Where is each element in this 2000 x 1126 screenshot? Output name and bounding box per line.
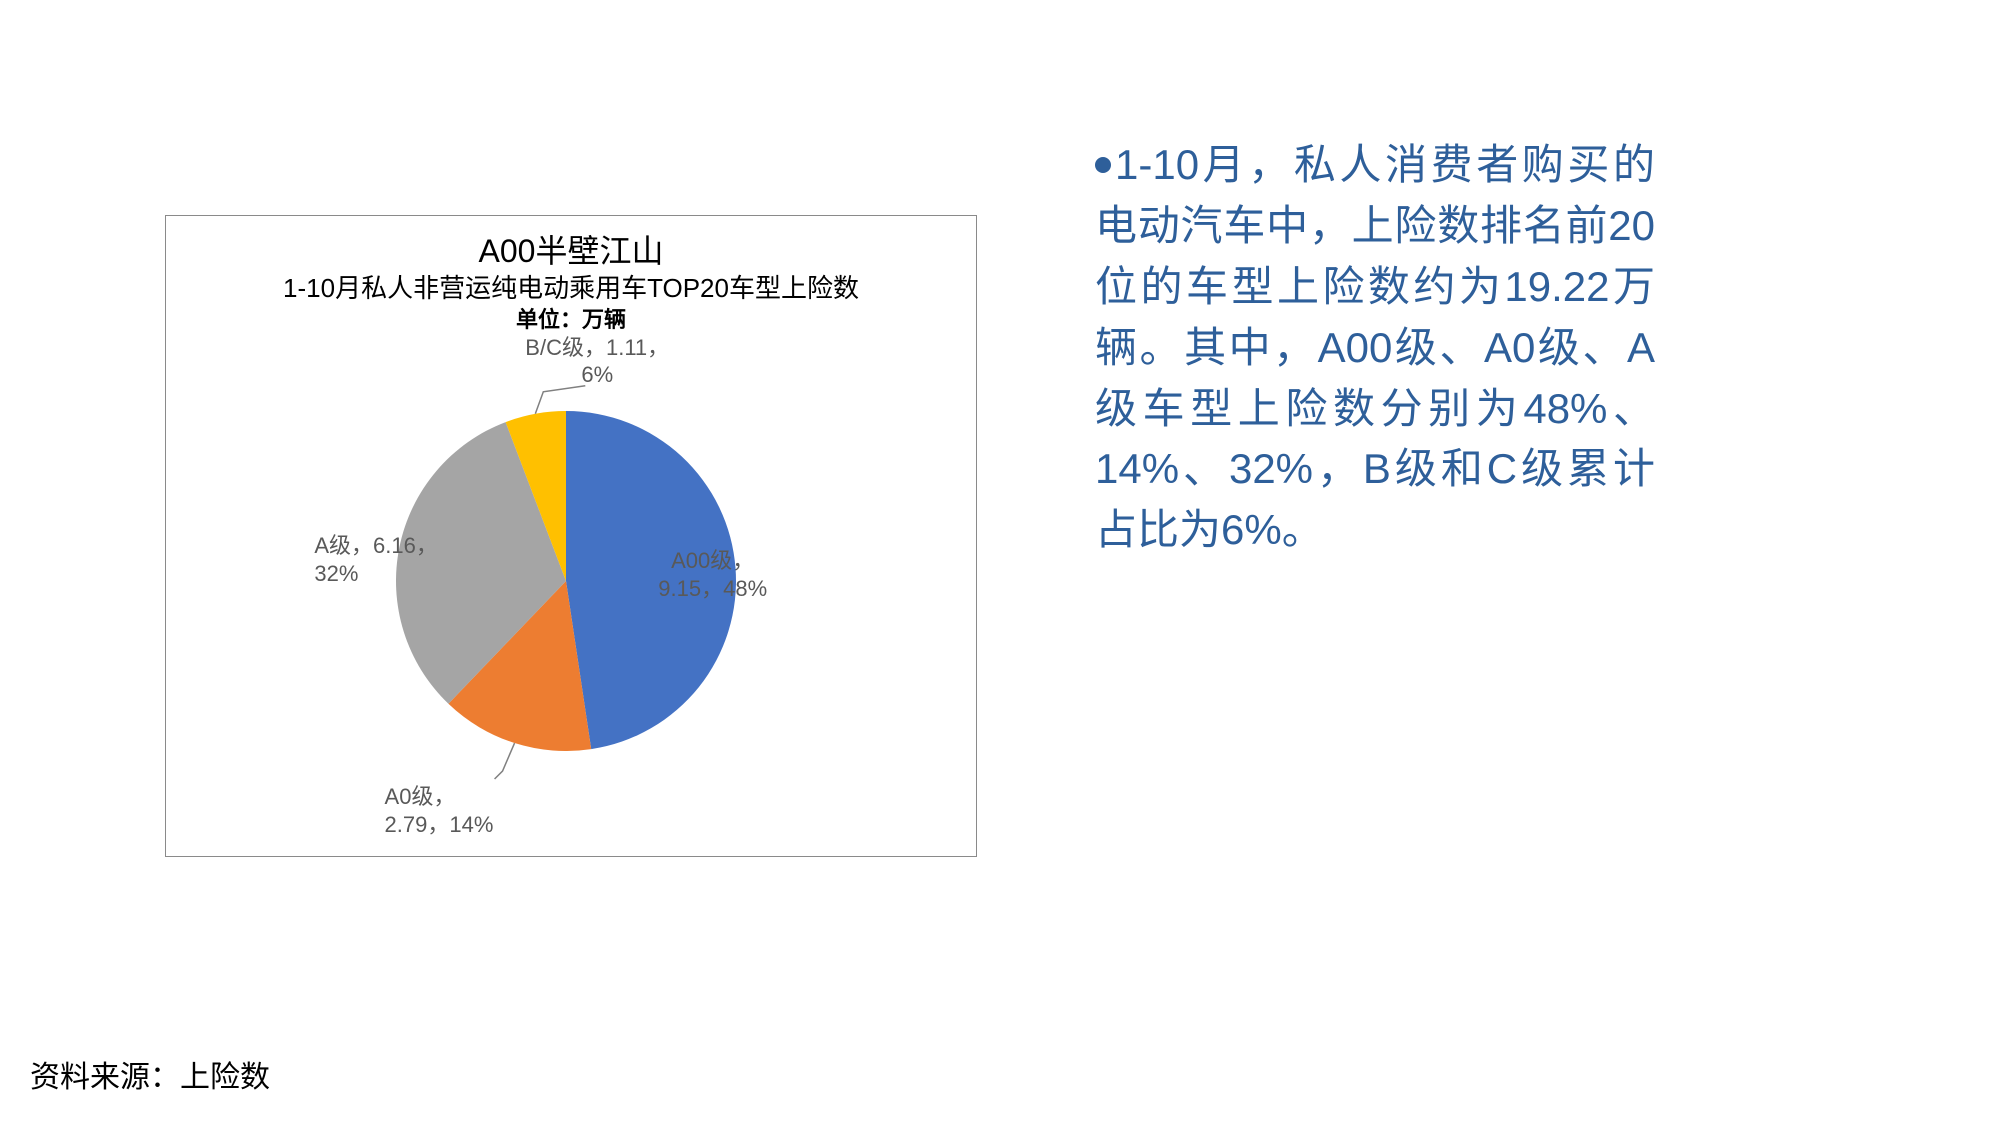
pie-label-B/C级: B/C级，1.11，6% xyxy=(525,334,669,389)
chart-unit: 单位：万辆 xyxy=(166,302,976,334)
chart-title: A00半壁江山 xyxy=(166,226,976,272)
slide: A00半壁江山 1-10月私人非营运纯电动乘用车TOP20车型上险数 单位：万辆… xyxy=(0,0,2000,1126)
pie-label-A00级: A00级，9.15，48% xyxy=(658,547,767,602)
chart-frame: A00半壁江山 1-10月私人非营运纯电动乘用车TOP20车型上险数 单位：万辆… xyxy=(165,215,977,857)
pie-label-A级: A级，6.16，32% xyxy=(314,532,438,587)
commentary-body: 1-10月，私人消费者购买的电动汽车中，上险数排名前20位的车型上险数约为19.… xyxy=(1095,141,1655,553)
chart-subtitle: 1-10月私人非营运纯电动乘用车TOP20车型上险数 xyxy=(166,268,976,305)
source-text: 资料来源：上险数 xyxy=(30,1052,270,1096)
commentary-text: 1-10月，私人消费者购买的电动汽车中，上险数排名前20位的车型上险数约为19.… xyxy=(1095,135,1655,561)
bullet-icon xyxy=(1095,157,1111,173)
pie-label-A0级: A0级，2.79，14% xyxy=(385,783,494,838)
